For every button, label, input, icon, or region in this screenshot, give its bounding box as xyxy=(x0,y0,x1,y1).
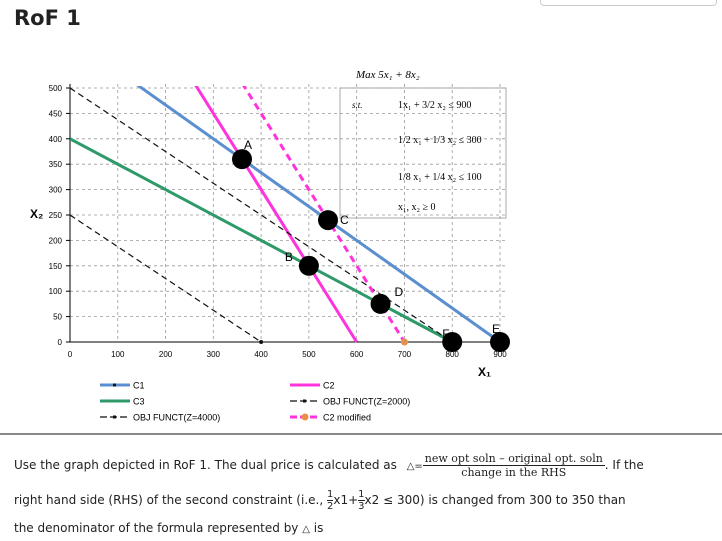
x-tick-label: 700 xyxy=(398,350,412,359)
legend-marker xyxy=(303,399,306,403)
denominator: 2 xyxy=(326,501,334,512)
x-tick-label: 300 xyxy=(207,350,221,359)
x-tick-label: 800 xyxy=(446,350,460,359)
numerator: 1 xyxy=(358,489,365,501)
y-tick-label: 350 xyxy=(49,160,63,169)
y-tick-label: 100 xyxy=(49,287,63,296)
corner-point-d xyxy=(370,293,391,314)
question-text: is xyxy=(313,521,324,535)
y-tick-label: 200 xyxy=(49,236,63,245)
y-tick-label: 450 xyxy=(49,109,63,118)
legend-label: C2 modified xyxy=(323,413,371,423)
delta-symbol: △ xyxy=(302,524,310,535)
corner-point-f xyxy=(442,332,463,352)
y-tick-label: 0 xyxy=(58,338,63,347)
y-axis-label: X₂ xyxy=(30,207,43,221)
x-tick-label: 900 xyxy=(493,350,507,359)
corner-point-e xyxy=(490,332,510,352)
series-line-obj-funct-z-2000- xyxy=(70,214,262,343)
objective-text: Max 5x₁ + 8x₂ xyxy=(355,69,420,81)
formula-box xyxy=(339,87,507,219)
legend-label: C3 xyxy=(133,397,145,407)
question-text: the denominator of the formula represent… xyxy=(14,521,299,535)
legend-label: OBJ FUNCT(Z=4000) xyxy=(133,413,220,423)
question-text: x2 ≤ 300) is changed from 300 to 350 tha… xyxy=(364,493,626,507)
legend-marker xyxy=(301,413,309,421)
c2-modified-marker xyxy=(400,338,408,346)
term-x1: x1+ xyxy=(333,493,359,507)
constraint-2: 1/2 x₁ + 1/3 x₂ ≤ 300 xyxy=(398,135,482,146)
corner-point-c xyxy=(318,210,338,231)
legend-marker xyxy=(113,383,116,387)
legend-label: C1 xyxy=(133,381,145,391)
corner-point-a xyxy=(232,149,252,170)
y-tick-label: 150 xyxy=(49,262,63,271)
legend-marker xyxy=(113,415,116,419)
y-tick-label: 50 xyxy=(53,313,62,322)
question-line-3: the denominator of the formula represent… xyxy=(14,521,323,535)
x-tick-label: 0 xyxy=(68,350,73,359)
x-tick-label: 500 xyxy=(302,350,316,359)
formula-numerator: new opt soln – original opt. soln xyxy=(422,452,605,466)
top-panel-edge xyxy=(540,0,717,6)
question-line-1: Use the graph depicted in RoF 1. The dua… xyxy=(14,452,644,479)
formula-denominator: change in the RHS xyxy=(461,466,567,479)
y-tick-label: 400 xyxy=(49,135,63,144)
question-line-2: right hand side (RHS) of the second cons… xyxy=(14,489,626,512)
x-axis-label: X₁ xyxy=(478,365,491,379)
y-tick-label: 300 xyxy=(49,186,63,195)
point-label-e: E xyxy=(492,322,500,336)
x-tick-label: 200 xyxy=(159,350,173,359)
delta-symbol: △= xyxy=(406,461,423,472)
numerator: 1 xyxy=(326,489,334,501)
constraint-1: 1x₁ + 3/2 x₂ ≤ 900 xyxy=(398,100,471,111)
corner-point-b xyxy=(298,255,319,276)
point-label-b: B xyxy=(285,250,293,264)
dual-price-formula: new opt soln – original opt. soln change … xyxy=(422,452,605,479)
st-label: s.t. xyxy=(352,100,363,110)
obj-line-marker xyxy=(259,340,264,344)
page-title: RoF 1 xyxy=(14,6,81,30)
x-tick-label: 600 xyxy=(350,350,364,359)
constraint-3: 1/8 x₁ + 1/4 x₂ ≤ 100 xyxy=(398,172,482,183)
y-tick-label: 500 xyxy=(49,84,63,93)
question-text: Use the graph depicted in RoF 1. The dua… xyxy=(14,458,397,472)
legend-label: OBJ FUNCT(Z=2000) xyxy=(323,397,410,407)
point-label-c: C xyxy=(340,213,349,227)
point-label-d: D xyxy=(395,285,404,299)
point-label-f: F xyxy=(442,327,449,341)
question-text: right hand side (RHS) of the second cons… xyxy=(14,493,324,507)
lp-chart: 0 50 100 150 200 250 300 350 400 450 500 0 100 200 300… xyxy=(0,69,722,435)
legend-label: C2 xyxy=(323,381,335,391)
point-label-a: A xyxy=(244,138,252,152)
x-tick-label: 400 xyxy=(254,350,268,359)
question-text: . If the xyxy=(604,458,644,472)
x-tick-label: 100 xyxy=(111,350,125,359)
constraint-4: x₁, x₂ ≥ 0 xyxy=(398,202,435,213)
y-tick-label: 250 xyxy=(49,211,63,220)
denominator: 3 xyxy=(358,501,365,512)
series-line-c1 xyxy=(136,86,501,344)
